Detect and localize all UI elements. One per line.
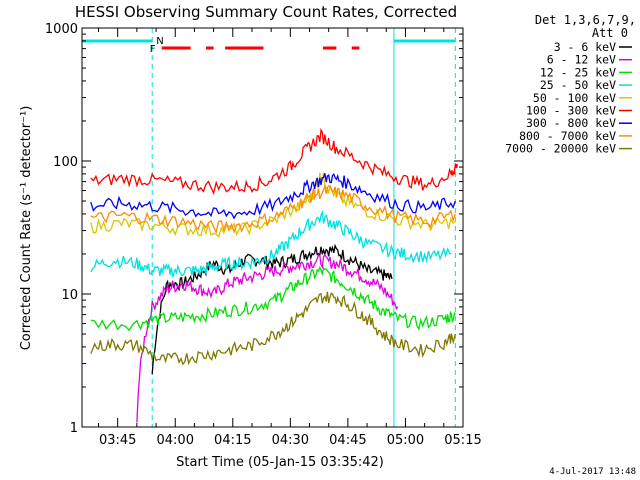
x-axis-label: Start Time (05-Jan-15 03:35:42): [176, 455, 384, 470]
series-line: [90, 127, 458, 196]
legend-entry-label: 6 - 12 keV: [547, 53, 616, 67]
x-tick-label: 05:15: [444, 433, 481, 448]
plot-area: NF: [82, 28, 458, 427]
y-tick-label: 100: [53, 155, 78, 170]
chart-title: HESSI Observing Summary Count Rates, Cor…: [75, 3, 457, 21]
legend-entry-label: 25 - 50 keV: [540, 78, 616, 92]
legend-header-line-1: Det 1,3,6,7,9,: [535, 13, 636, 27]
y-axis-label: Corrected Count Rate (s⁻¹ detector⁻¹): [19, 106, 34, 351]
legend-entry-label: 7000 - 20000 keV: [505, 142, 616, 156]
x-tick-label: 04:15: [214, 433, 251, 448]
x-tick-label: 04:30: [272, 433, 309, 448]
legend-entry-label: 3 - 6 keV: [554, 40, 616, 54]
series-line: [90, 183, 456, 235]
x-tick-label: 05:00: [387, 433, 424, 448]
x-tick-label: 04:00: [157, 433, 194, 448]
axes: 1 10 100 1000 03:45 04:00 04:15 04:30 04:45 05:00…: [45, 22, 482, 448]
plot-frame: [81, 27, 464, 428]
x-tick-label: 04:45: [329, 433, 366, 448]
series-line: [90, 172, 456, 239]
series-line: [90, 209, 452, 278]
legend-entry-label: 300 - 800 keV: [526, 116, 616, 130]
x-tick-label: 03:45: [99, 433, 136, 448]
y-tick-label: 10: [61, 288, 78, 303]
generation-timestamp: 4-Jul-2017 13:48: [549, 467, 636, 477]
legend-header-line-2: Att 0: [592, 26, 628, 40]
series-line: [90, 291, 456, 366]
night-flag-label: N: [156, 36, 163, 47]
legend-entry-label: 100 - 300 keV: [526, 104, 616, 118]
legend-entry-label: 800 - 7000 keV: [519, 129, 616, 143]
series-line: [90, 172, 456, 220]
series-line: [136, 253, 399, 423]
series-line: [90, 265, 456, 332]
y-tick-label: 1: [70, 421, 78, 436]
series-line: [151, 243, 393, 375]
y-tick-label: 1000: [45, 22, 78, 37]
legend-entry-label: 50 - 100 keV: [533, 91, 616, 105]
legend-entry-label: 12 - 25 keV: [540, 65, 616, 79]
flare-flag-label: F: [150, 44, 156, 55]
